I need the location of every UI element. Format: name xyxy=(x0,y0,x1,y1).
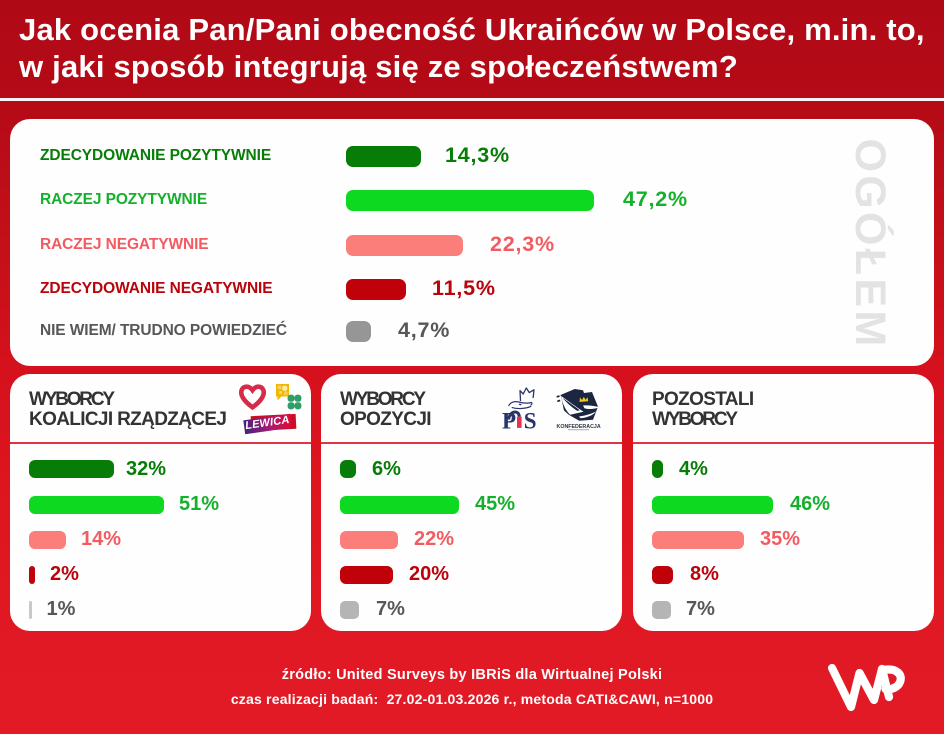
svg-text:S: S xyxy=(524,409,537,434)
svg-text:P: P xyxy=(502,409,516,434)
svg-text:KONFEDERACJA: KONFEDERACJA xyxy=(557,424,601,430)
